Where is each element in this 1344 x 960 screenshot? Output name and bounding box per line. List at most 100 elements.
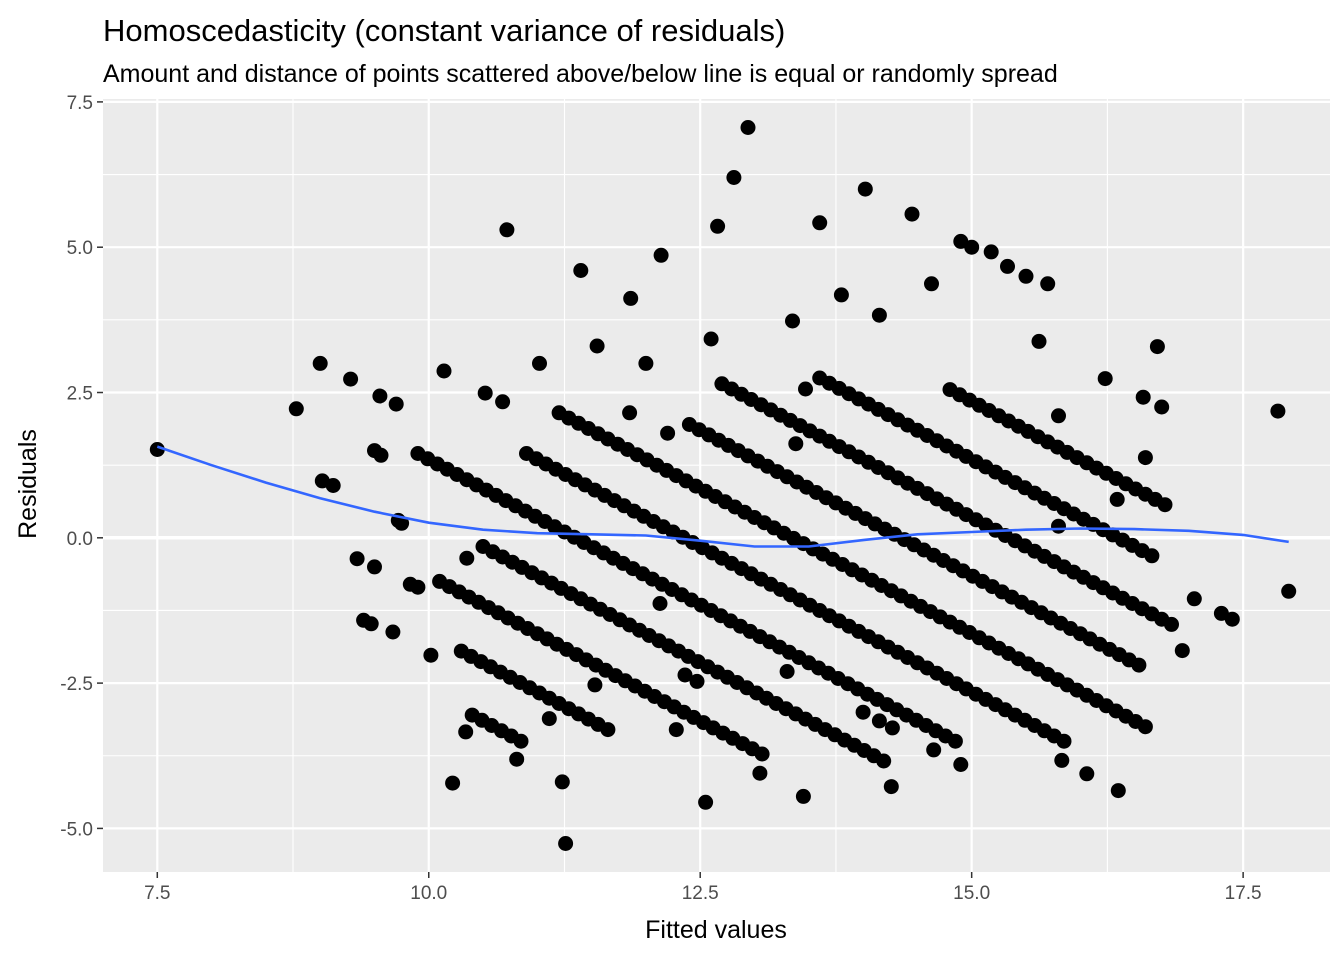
x-tick-label: 12.5 bbox=[682, 883, 719, 904]
data-point bbox=[288, 401, 304, 417]
x-tick-label: 10.0 bbox=[410, 883, 447, 904]
x-axis: 7.5 10.0 12.5 15.0 17.5 bbox=[144, 872, 1262, 904]
data-point bbox=[1018, 268, 1034, 284]
data-point bbox=[600, 722, 616, 738]
data-point bbox=[436, 363, 452, 379]
data-point bbox=[1056, 733, 1072, 749]
x-axis-title: Fitted values bbox=[645, 916, 787, 944]
data-point bbox=[1164, 616, 1179, 632]
data-point bbox=[1131, 657, 1147, 673]
data-point bbox=[1144, 548, 1160, 564]
data-point bbox=[871, 713, 887, 729]
data-point bbox=[668, 722, 684, 738]
data-point bbox=[1000, 258, 1015, 274]
data-point bbox=[622, 405, 638, 421]
x-tick-label: 15.0 bbox=[953, 883, 990, 904]
data-point bbox=[1270, 403, 1286, 419]
data-point bbox=[964, 239, 980, 255]
x-tick-label: 7.5 bbox=[144, 883, 170, 904]
chart-title: Homoscedasticity (constant variance of r… bbox=[103, 13, 785, 48]
data-point bbox=[363, 616, 379, 632]
data-point bbox=[499, 222, 515, 238]
data-point bbox=[1137, 719, 1153, 735]
data-point bbox=[423, 647, 439, 663]
data-point bbox=[458, 724, 474, 740]
data-point bbox=[703, 331, 719, 347]
data-point bbox=[623, 290, 639, 306]
data-point bbox=[876, 753, 892, 769]
data-point bbox=[857, 181, 873, 197]
data-point bbox=[1224, 611, 1240, 627]
y-axis-title: Residuals bbox=[14, 429, 42, 539]
data-point bbox=[149, 442, 165, 457]
y-tick-label: 2.5 bbox=[67, 384, 93, 405]
data-point bbox=[573, 263, 589, 278]
data-point bbox=[509, 751, 525, 767]
data-point bbox=[1135, 389, 1151, 405]
y-tick-label: -2.5 bbox=[60, 674, 93, 695]
data-point bbox=[1281, 583, 1297, 599]
data-point bbox=[710, 218, 726, 234]
data-point bbox=[1079, 766, 1095, 782]
data-point bbox=[924, 276, 939, 292]
data-point bbox=[740, 120, 756, 135]
data-point bbox=[1110, 783, 1126, 799]
data-point bbox=[883, 779, 899, 795]
data-point bbox=[1051, 408, 1066, 424]
data-point bbox=[513, 733, 529, 749]
data-point bbox=[388, 396, 404, 412]
data-point bbox=[589, 338, 605, 354]
y-tick-label: -5.0 bbox=[60, 819, 93, 840]
data-point bbox=[795, 788, 811, 804]
data-point bbox=[477, 385, 493, 401]
data-point bbox=[788, 436, 804, 452]
data-point bbox=[689, 673, 705, 689]
data-point bbox=[904, 206, 920, 222]
data-point bbox=[1097, 371, 1113, 387]
data-point bbox=[884, 720, 900, 736]
y-tick-label: 7.5 bbox=[67, 93, 93, 114]
data-point bbox=[558, 836, 574, 851]
data-point bbox=[367, 559, 382, 575]
y-axis: -5.0 -2.5 0.0 2.5 5.0 7.5 bbox=[60, 93, 103, 840]
data-point bbox=[698, 794, 714, 810]
data-point bbox=[653, 247, 669, 263]
data-point bbox=[541, 711, 557, 727]
data-point bbox=[410, 579, 426, 595]
data-point bbox=[325, 478, 341, 493]
data-point bbox=[798, 381, 813, 397]
data-point bbox=[871, 307, 887, 323]
data-point bbox=[752, 765, 768, 781]
data-point bbox=[926, 742, 942, 758]
data-point bbox=[373, 447, 389, 463]
data-point bbox=[953, 757, 969, 772]
plot-panel bbox=[103, 99, 1330, 872]
data-point bbox=[1154, 399, 1170, 415]
data-point bbox=[312, 355, 328, 371]
data-point bbox=[445, 775, 461, 791]
data-point bbox=[983, 244, 999, 260]
data-point bbox=[385, 624, 401, 640]
data-point bbox=[1051, 518, 1066, 534]
data-point bbox=[343, 371, 359, 387]
data-point bbox=[947, 733, 963, 749]
data-point bbox=[754, 746, 770, 762]
data-point bbox=[495, 394, 511, 410]
residual-points bbox=[149, 120, 1297, 851]
data-point bbox=[726, 170, 742, 185]
chart-subtitle: Amount and distance of points scattered … bbox=[103, 60, 1058, 88]
y-tick-label: 5.0 bbox=[67, 238, 93, 259]
major-gridlines bbox=[103, 99, 1330, 872]
data-point bbox=[1149, 339, 1165, 355]
data-point bbox=[1109, 491, 1125, 507]
data-point bbox=[349, 551, 365, 567]
data-point bbox=[652, 596, 668, 611]
data-point bbox=[1031, 333, 1047, 349]
data-point bbox=[785, 313, 800, 329]
data-point bbox=[1040, 276, 1056, 292]
x-tick-label: 17.5 bbox=[1225, 883, 1262, 904]
data-point bbox=[677, 667, 693, 683]
data-point bbox=[372, 388, 388, 404]
data-point bbox=[459, 550, 475, 566]
